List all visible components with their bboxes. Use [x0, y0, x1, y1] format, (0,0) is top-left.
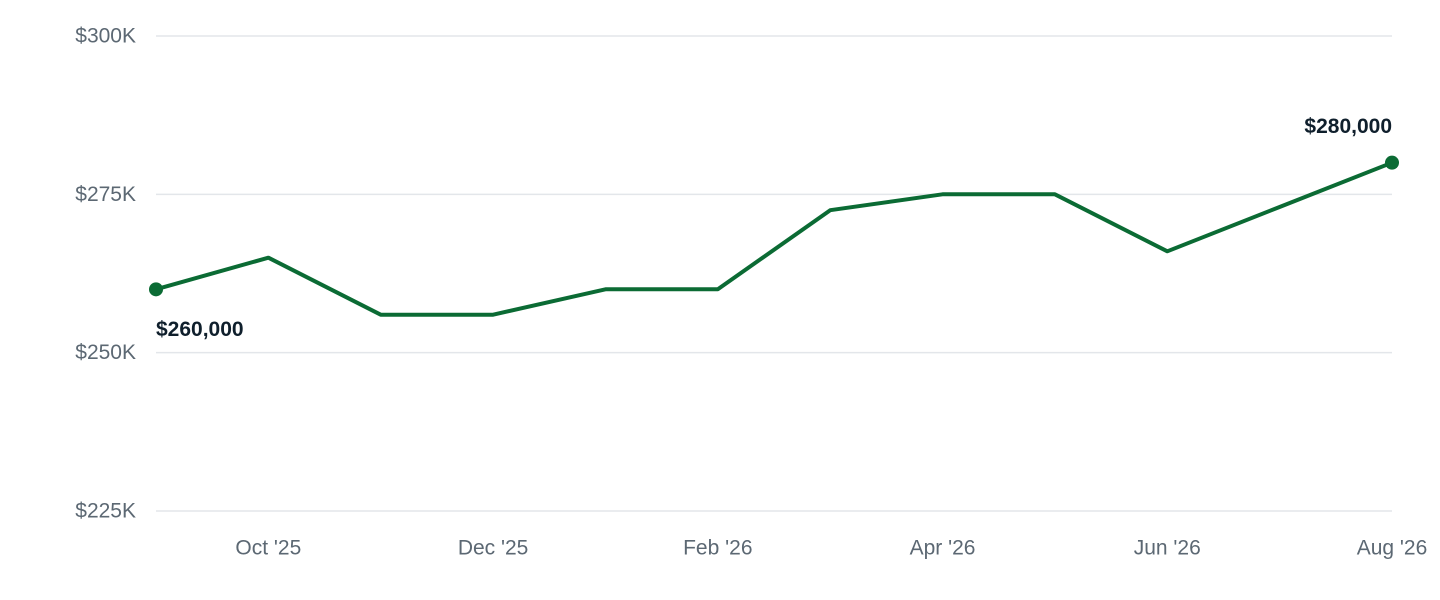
y-tick-label: $225K	[75, 500, 136, 523]
x-tick-label: Dec '25	[458, 537, 529, 560]
x-tick-label: Feb '26	[683, 537, 752, 560]
series-line	[154, 160, 1394, 317]
data-labels: $260,000 $280,000	[156, 115, 1392, 341]
y-axis-ticks: $225K $250K $275K $300K	[75, 25, 136, 523]
gridlines	[156, 35, 1392, 512]
series	[149, 155, 1399, 317]
x-tick-label: Oct '25	[235, 537, 301, 560]
x-tick-label: Apr '26	[910, 537, 976, 560]
data-point	[1385, 155, 1399, 170]
y-tick-label: $275K	[75, 183, 136, 206]
y-tick-label: $250K	[75, 341, 136, 364]
x-tick-label: Aug '26	[1357, 537, 1428, 560]
data-point	[149, 282, 163, 297]
x-tick-label: Jun '26	[1134, 537, 1201, 560]
x-axis-ticks: Oct '25 Dec '25 Feb '26 Apr '26 Jun '26 Aug '…	[235, 537, 1427, 560]
data-label: $280,000	[1304, 115, 1392, 138]
data-label: $260,000	[156, 318, 244, 341]
y-tick-label: $300K	[75, 25, 136, 48]
